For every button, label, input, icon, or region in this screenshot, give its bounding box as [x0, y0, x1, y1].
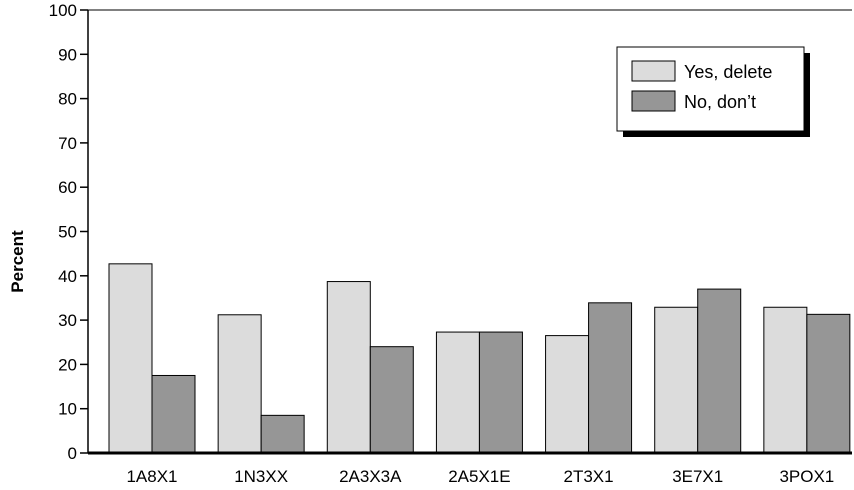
y-tick-label: 50	[58, 223, 77, 242]
y-tick-label: 60	[58, 178, 77, 197]
y-tick-label: 70	[58, 134, 77, 153]
x-tick-label: 1N3XX	[234, 467, 288, 486]
legend-box	[616, 46, 805, 132]
legend-label-series-1: Yes, delete	[684, 62, 772, 82]
y-tick-label: 30	[58, 311, 77, 330]
y-tick-label: 40	[58, 267, 77, 286]
bar-3POX1-series-1	[763, 306, 808, 454]
legend: Yes, delete No, don’t	[616, 46, 810, 137]
x-tick-label: 2T3X1	[564, 467, 614, 486]
bar-2A3X3A-series-2	[369, 346, 414, 454]
y-tick-label: 90	[58, 45, 77, 64]
x-tick-label: 3E7X1	[672, 467, 723, 486]
legend-label-series-2: No, don’t	[684, 92, 756, 112]
y-tick-label: 10	[58, 400, 77, 419]
bar-1N3XX-series-1	[217, 314, 262, 454]
x-tick-label: 2A5X1E	[448, 467, 510, 486]
bar-2A5X1E-series-1	[435, 331, 480, 454]
y-axis-title: Percent	[8, 230, 27, 293]
bar-3E7X1-series-2	[697, 288, 742, 454]
legend-swatch-series-2	[631, 90, 676, 112]
x-tick-label: 3POX1	[779, 467, 834, 486]
y-tick-label: 80	[58, 90, 77, 109]
bar-2A3X3A-series-1	[326, 281, 371, 454]
legend-swatch-series-1	[631, 60, 676, 82]
axes-group: 0 10 20 30 40 50 60 70 80 90 100 1A8X1 1N3XX 2A3X3A 2A…	[49, 1, 852, 486]
y-tick-label: 100	[49, 1, 77, 20]
x-tick-label: 1A8X1	[126, 467, 177, 486]
bar-1N3XX-series-2	[260, 414, 305, 454]
bar-2T3X1-series-2	[588, 302, 633, 454]
bars-group	[108, 263, 851, 454]
bar-2T3X1-series-1	[545, 335, 590, 454]
bar-3E7X1-series-1	[654, 306, 699, 454]
bar-1A8X1-series-1	[108, 263, 153, 454]
y-tick-label: 0	[68, 444, 77, 463]
bar-1A8X1-series-2	[151, 374, 196, 454]
y-tick-label: 20	[58, 355, 77, 374]
x-tick-label: 2A3X3A	[339, 467, 402, 486]
bar-2A5X1E-series-2	[478, 331, 523, 454]
bar-3POX1-series-2	[806, 313, 851, 454]
